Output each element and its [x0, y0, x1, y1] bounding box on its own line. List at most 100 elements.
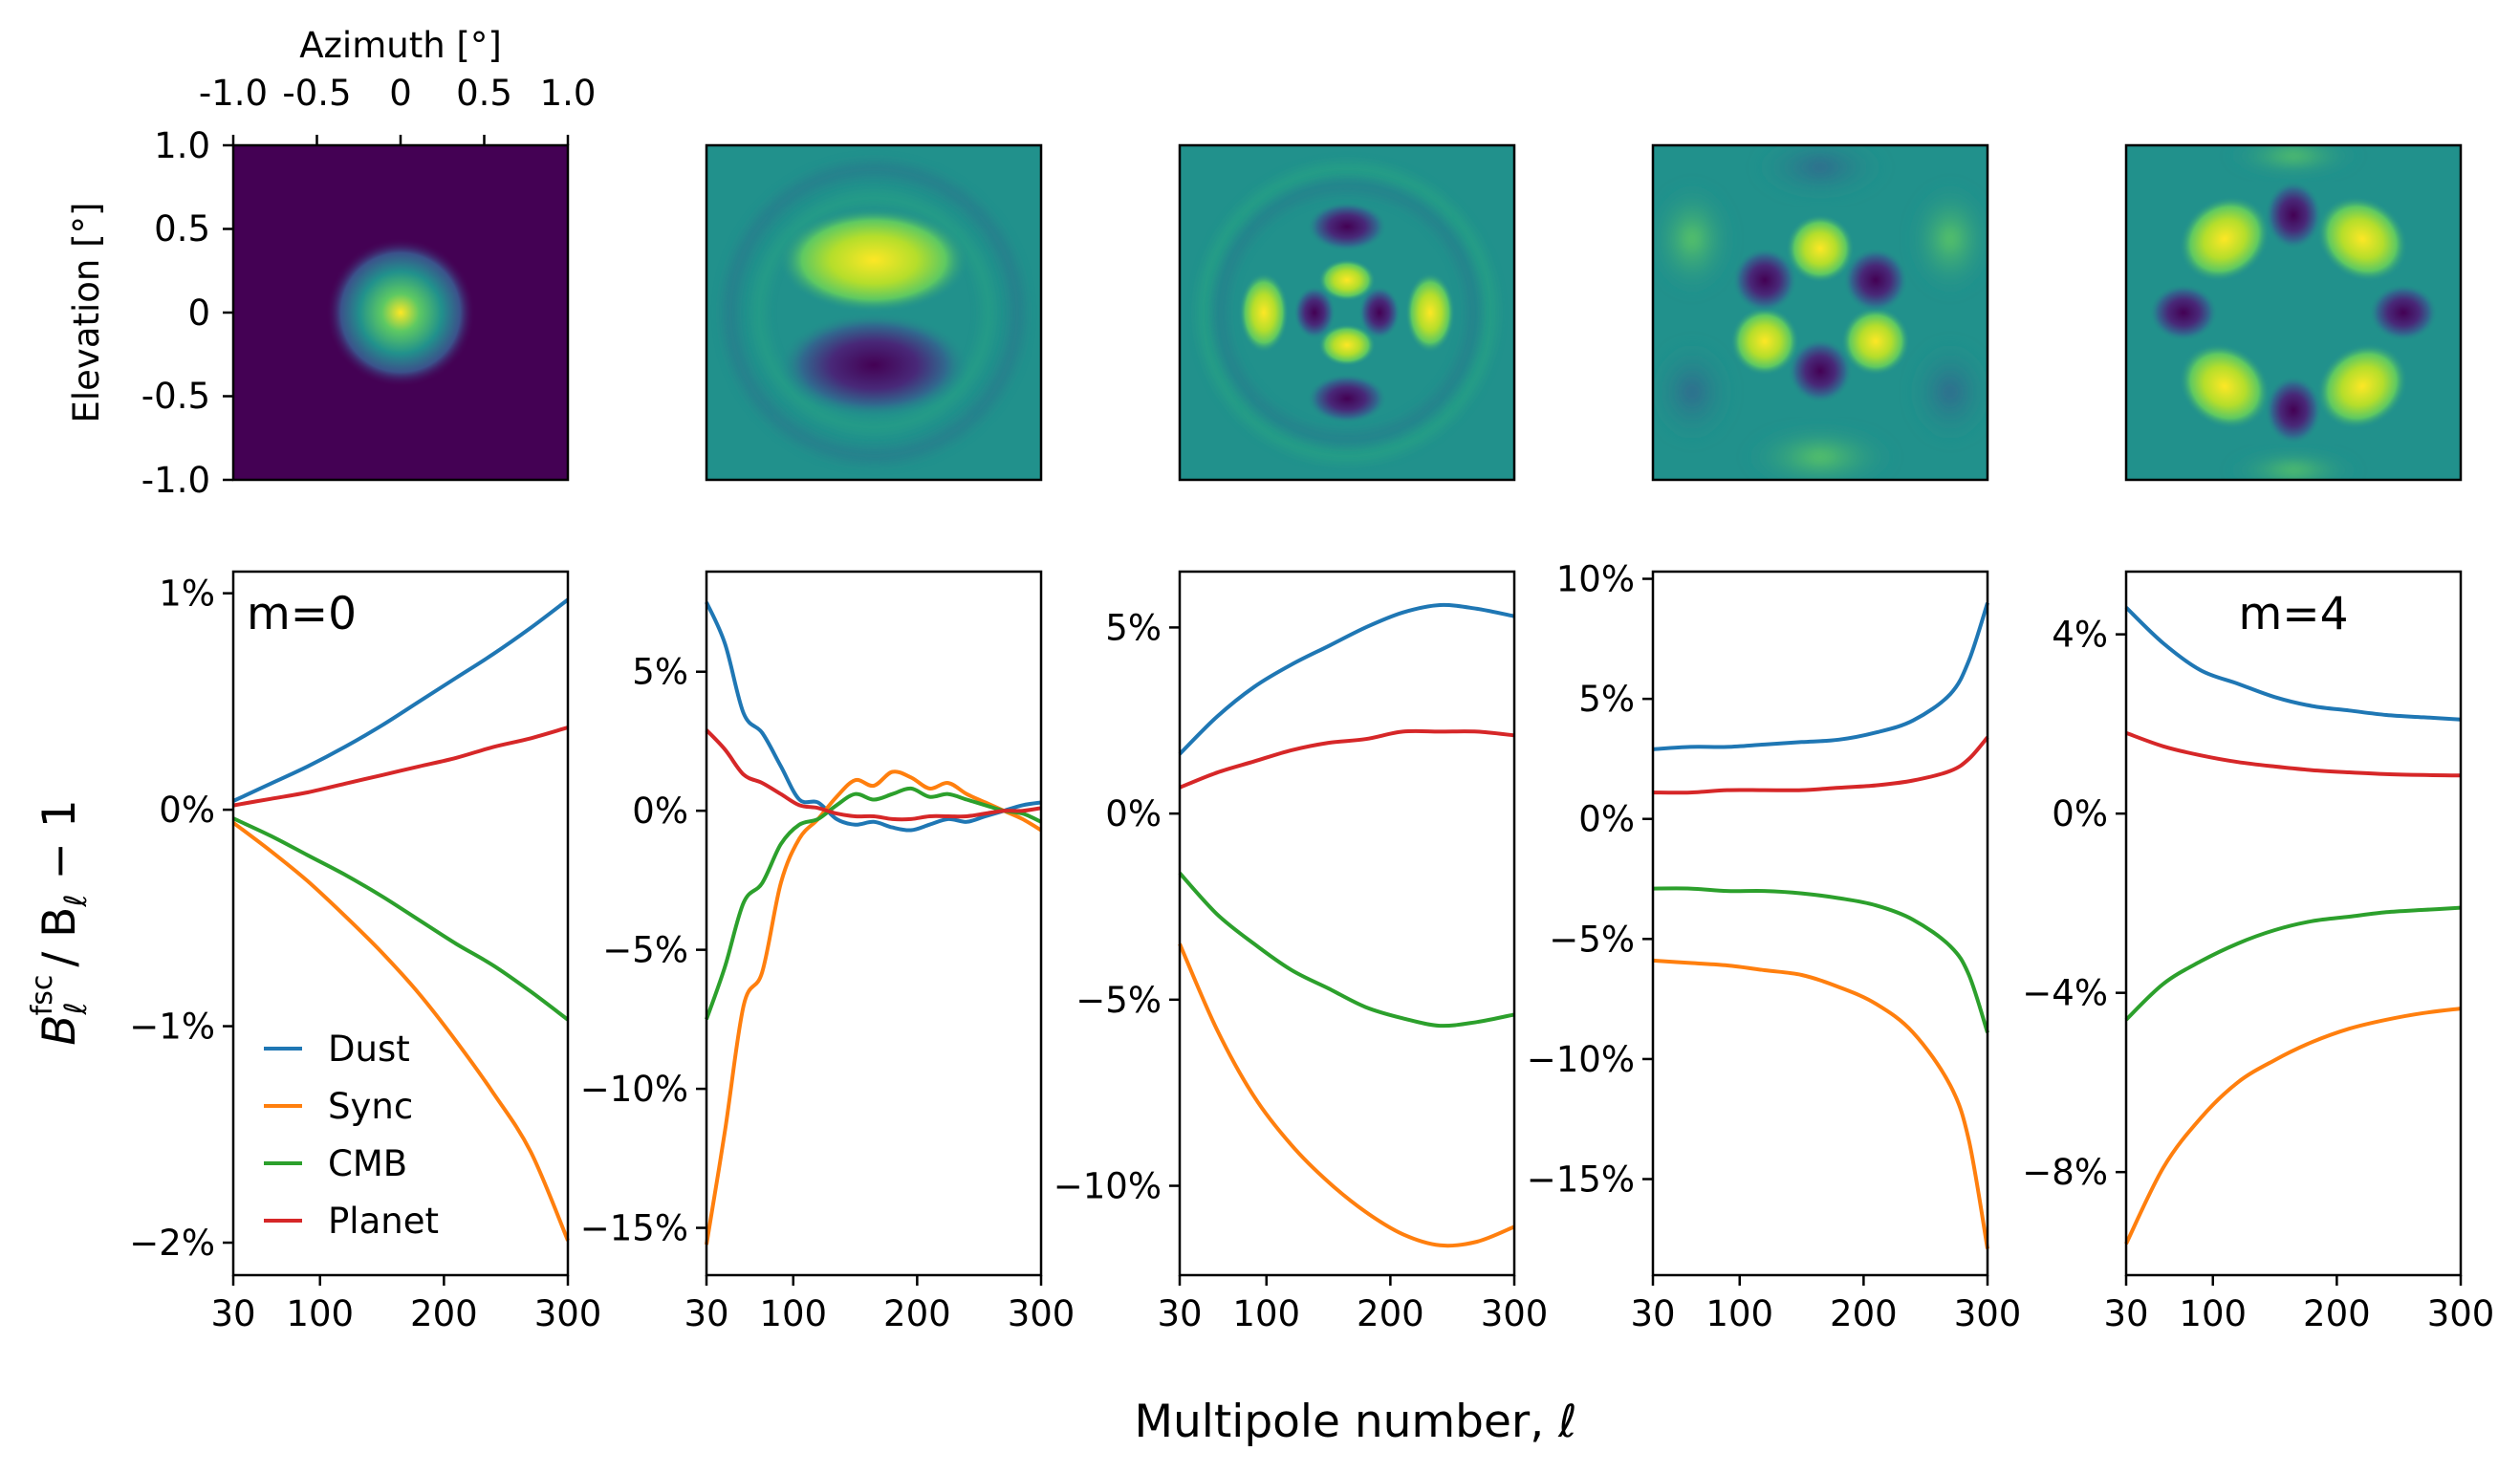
series-line-cmb: [1178, 872, 1515, 1029]
x-tick-label: 300: [2427, 1293, 2495, 1334]
series-line-cmb: [705, 786, 1042, 1021]
y-tick-label: 0%: [1105, 793, 1162, 834]
y-tick-label: 0%: [2052, 793, 2108, 834]
az-tick-label: -1.0: [199, 73, 268, 114]
line-plot-m0: 30 100 200 300 1% 0% −1% −2% m=0: [129, 570, 602, 1334]
elevation-ticks: [223, 143, 233, 482]
y-label-rest-sub: ℓ: [57, 894, 94, 907]
x-tick-label: 200: [1357, 1293, 1424, 1334]
y-axis-label: Bℓfsc/ Bℓ − 1: [26, 799, 94, 1046]
x-tick-label: 30: [2103, 1293, 2148, 1334]
x-tick-label: 100: [759, 1293, 827, 1334]
x-tick-label: 300: [1954, 1293, 2022, 1334]
series-line-sync: [231, 821, 570, 1242]
beam-map-axes: -1.0 -0.5 0 0.5 1.0 Azimuth [°] 1.0 0.5 …: [66, 25, 596, 501]
beam-map-m3: [1653, 145, 1988, 480]
series-line-cmb: [2124, 905, 2462, 1022]
y-label-rest: / B: [33, 907, 86, 967]
series-line-sync: [705, 769, 1043, 1246]
x-tick-label: 200: [1830, 1293, 1898, 1334]
el-tick-label: 0.5: [154, 208, 210, 249]
y-tick-label: −10%: [580, 1069, 688, 1110]
series-line-dust: [2124, 606, 2462, 722]
line-plot-m3: 30 100 200 300 10% 5% 0% −5% −10% −15%: [1527, 559, 2022, 1334]
x-tick-label: 200: [883, 1293, 951, 1334]
elevation-axis-label: Elevation [°]: [66, 203, 107, 423]
line-plots: 30 100 200 300 1% 0% −1% −2% m=0 30 100 200 300 5% 0%…: [129, 559, 2494, 1334]
panel-label: m=0: [247, 588, 357, 640]
x-tick-label: 300: [1481, 1293, 1549, 1334]
x-tick-label: 300: [534, 1293, 602, 1334]
plot-frame: [1178, 570, 1516, 1277]
y-tick-label: −10%: [1527, 1039, 1635, 1080]
series-line-planet: [1652, 736, 1989, 795]
x-tick-label: 300: [1008, 1293, 1075, 1334]
x-tick-label: 30: [210, 1293, 255, 1334]
y-tick-label: 10%: [1556, 559, 1635, 600]
x-tick-label: 100: [1232, 1293, 1300, 1334]
beam-map-m1-frame: [705, 143, 1043, 482]
plot-frame: [231, 570, 570, 1277]
y-label-sub: ℓ: [57, 1002, 94, 1015]
y-tick-label: 5%: [1105, 607, 1162, 648]
y-tick-label: 5%: [632, 652, 688, 693]
el-tick-label: -0.5: [141, 376, 210, 417]
y-tick-label: 0%: [1578, 799, 1635, 840]
plot-frame: [705, 570, 1043, 1277]
y-tick-label: 0%: [159, 790, 215, 831]
x-tick-label: 30: [1157, 1293, 1202, 1334]
x-tick-label: 100: [1705, 1293, 1773, 1334]
plot-frame: [2124, 570, 2463, 1277]
beam-map-m4: [2126, 145, 2461, 480]
series-line-planet: [2125, 730, 2462, 778]
beam-map-m3-frame: [1651, 143, 1989, 482]
legend-label-cmb: CMB: [328, 1143, 407, 1184]
series-line-planet: [232, 726, 569, 808]
panel-label: m=4: [2238, 588, 2348, 640]
y-tick-label: 4%: [2052, 615, 2108, 656]
az-tick-label: 0.5: [456, 73, 512, 114]
series-line-cmb: [1652, 886, 1989, 1033]
y-label-sup: fsc: [26, 975, 59, 1016]
series-line-sync: [1178, 942, 1515, 1248]
series-line-sync: [2124, 1007, 2462, 1246]
azimuth-axis-label: Azimuth [°]: [299, 25, 502, 66]
y-tick-label: 1%: [159, 574, 215, 615]
el-tick-label: -1.0: [141, 460, 210, 501]
y-tick-label: −8%: [2022, 1152, 2108, 1193]
series-line-dust: [705, 601, 1042, 833]
y-tick-label: −5%: [602, 930, 688, 971]
y-tick-label: −2%: [129, 1223, 215, 1264]
legend: Dust Sync CMB Planet: [264, 1029, 439, 1242]
x-axis-label: Multipole number, ℓ: [1134, 1396, 1576, 1448]
beam-map-m0: [233, 145, 568, 480]
line-plot-m1: 30 100 200 300 5% 0% −5% −10% −15%: [580, 570, 1075, 1334]
x-tick-label: 30: [684, 1293, 728, 1334]
azimuth-ticks: [231, 135, 570, 145]
y-tick-label: −10%: [1054, 1166, 1162, 1207]
y-tick-label: −1%: [129, 1007, 215, 1048]
az-tick-label: 1.0: [540, 73, 597, 114]
y-tick-label: 0%: [632, 791, 688, 832]
beam-map-m4-frame: [2124, 143, 2463, 482]
y-tick-label: −4%: [2022, 973, 2108, 1014]
x-tick-label: 200: [2303, 1293, 2371, 1334]
y-tick-label: −15%: [1527, 1159, 1635, 1201]
series-line-dust: [1178, 602, 1515, 756]
x-tick-label: 200: [410, 1293, 478, 1334]
plot-frame: [1651, 570, 1989, 1277]
el-tick-label: 1.0: [154, 125, 210, 166]
beam-map-m2-frame: [1178, 143, 1516, 482]
beam-map-m2: [1180, 145, 1514, 480]
svg-text:Bℓfsc/ Bℓ − 1: Bℓfsc/ Bℓ − 1: [26, 799, 94, 1046]
line-plot-m4: 30 100 200 300 4% 0% −4% −8% m=4: [2022, 570, 2495, 1334]
x-tick-label: 30: [1630, 1293, 1675, 1334]
x-tick-label: 100: [2179, 1293, 2247, 1334]
el-tick-label: 0: [187, 292, 210, 334]
y-tick-label: 5%: [1578, 679, 1635, 720]
az-tick-label: 0: [389, 73, 412, 114]
beam-map-m1: [706, 145, 1041, 480]
series-line-cmb: [232, 816, 570, 1022]
series-line-dust: [1652, 602, 1989, 751]
